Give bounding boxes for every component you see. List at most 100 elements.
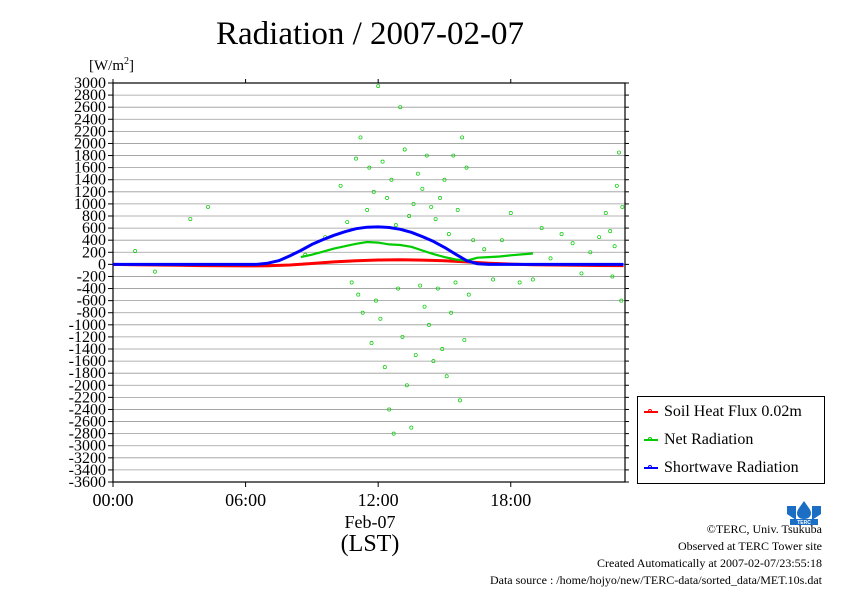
y-tick-label: -1200: [69, 329, 106, 346]
x-tick-label: 12:00: [358, 490, 399, 510]
net-radiation-point: [153, 269, 157, 274]
y-tick-label: -2600: [69, 414, 106, 431]
footer-copyright: ©TERC, Univ. Tsukuba: [706, 522, 822, 536]
x-axis-unit-label: (LST): [340, 531, 400, 557]
net-radiation-point: [391, 431, 396, 436]
net-radiation-point: [378, 316, 383, 321]
y-tick-label: 200: [82, 244, 106, 261]
net-radiation-point: [530, 277, 535, 282]
plot-frame: [112, 82, 626, 483]
y-tick-label: -2000: [69, 377, 106, 394]
net-radiation-point: [338, 183, 343, 188]
legend-swatch-net-radiation: [644, 437, 658, 442]
net-radiation-point: [614, 183, 619, 188]
net-radiation-point: [387, 407, 392, 412]
y-tick-label: 400: [82, 232, 106, 249]
y-tick-label: 1400: [74, 172, 106, 189]
net-radiation-point: [389, 177, 394, 182]
net-radiation-point: [422, 304, 427, 309]
net-radiation-point: [460, 135, 465, 140]
footer-observed: Observed at TERC Tower site: [677, 539, 822, 553]
y-tick-label: 1000: [74, 196, 106, 213]
y-tick-label: 1800: [74, 148, 106, 165]
net-radiation-point: [482, 247, 487, 252]
net-radiation-point: [398, 105, 403, 110]
net-radiation-point: [356, 292, 361, 297]
legend-label-net-radiation: Net Radiation: [664, 431, 754, 448]
net-radiation-point: [610, 274, 615, 279]
net-radiation-point: [462, 337, 467, 342]
net-radiation-point: [619, 298, 624, 303]
legend-label-shortwave-radiation: Shortwave Radiation: [664, 459, 799, 476]
y-tick-label: 2800: [74, 87, 106, 104]
y-tick-label: 2000: [74, 135, 106, 152]
y-tick-label: 1600: [74, 160, 106, 177]
net-radiation-point: [404, 383, 409, 388]
net-radiation-point: [358, 135, 363, 140]
net-radiation-point: [424, 153, 429, 158]
y-tick-label: -400: [77, 281, 106, 298]
net-radiation-point: [371, 189, 376, 194]
net-radiation-point: [548, 256, 553, 261]
y-tick-label: -3600: [69, 474, 106, 491]
net-radiation-point: [446, 232, 451, 237]
net-radiation-point: [438, 195, 442, 200]
legend-label-soil-heat-flux: Soil Heat Flux 0.02m: [664, 403, 802, 420]
net-radiation-point: [420, 186, 425, 191]
y-tick-label: -1600: [69, 353, 106, 370]
net-radiation-point: [411, 201, 416, 206]
y-tick-label: -2800: [69, 426, 106, 443]
net-radiation-point: [603, 211, 608, 215]
x-tick-label: 06:00: [225, 490, 266, 510]
y-tick-label: 0: [98, 256, 106, 273]
net-radiation-point: [517, 280, 522, 285]
y-unit-close: ]: [129, 58, 134, 74]
net-radiation-point: [455, 208, 460, 212]
net-radiation-point: [457, 398, 462, 403]
y-tick-label: -3400: [69, 462, 106, 479]
legend-item-net-radiation: Net Radiation: [644, 430, 753, 450]
y-tick-label: 2200: [74, 123, 106, 140]
y-tick-label: 2400: [74, 111, 106, 128]
net-radiation-point: [442, 177, 447, 182]
net-radiation-point: [365, 208, 370, 212]
net-radiation-point: [206, 204, 210, 209]
net-radiation-point: [393, 223, 398, 228]
x-tick-label: 18:00: [490, 490, 531, 510]
legend: Soil Heat Flux 0.02m Net Radiation Short…: [637, 396, 825, 484]
net-radiation-point: [349, 280, 354, 285]
net-radiation-point: [360, 310, 365, 315]
net-radiation-point: [433, 217, 438, 221]
net-radiation-point: [402, 147, 407, 152]
net-radiation-point: [374, 298, 378, 303]
y-tick-label: -600: [77, 293, 106, 310]
series-shortwave-radiation-line: [113, 225, 624, 266]
net-radiation-point: [133, 249, 138, 254]
x-axis-date-label: Feb-07: [344, 512, 396, 532]
y-tick-label: -1800: [69, 365, 106, 382]
net-radiation-point: [620, 204, 625, 209]
net-radiation-point: [407, 214, 412, 218]
net-radiation-point: [385, 195, 389, 200]
net-radiation-point: [508, 211, 513, 215]
y-tick-label: 3000: [74, 75, 106, 92]
y-axis-unit-label: [W/m2]: [89, 56, 134, 75]
net-radiation-point: [400, 334, 405, 339]
net-radiation-point: [539, 226, 544, 231]
net-radiation-point: [451, 153, 456, 158]
net-radiation-point: [617, 150, 621, 155]
series-net-radiation-line: [300, 240, 533, 262]
y-tick-label: 800: [82, 208, 106, 225]
net-radiation-point: [413, 353, 418, 357]
net-radiation-point: [597, 235, 602, 240]
net-radiation-point: [608, 229, 613, 234]
net-radiation-point: [369, 341, 374, 345]
y-tick-label: 2600: [74, 99, 106, 116]
net-radiation-point: [453, 280, 458, 285]
net-radiation-point: [409, 425, 414, 430]
net-radiation-point: [444, 374, 449, 379]
net-radiation-point: [345, 220, 350, 224]
footer-created: Created Automatically at 2007-02-07/23:5…: [597, 556, 822, 570]
y-unit-superscript: 2: [124, 56, 129, 67]
